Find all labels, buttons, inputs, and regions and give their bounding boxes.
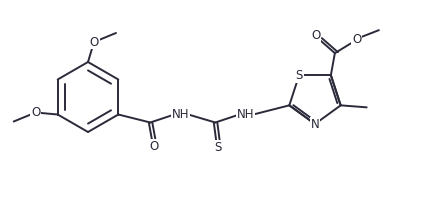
Text: NH: NH	[237, 108, 254, 121]
Text: O: O	[150, 140, 159, 153]
Text: O: O	[311, 29, 320, 42]
Text: N: N	[311, 118, 319, 131]
Text: O: O	[352, 33, 362, 46]
Text: O: O	[31, 106, 40, 119]
Text: S: S	[215, 141, 222, 154]
Text: O: O	[89, 35, 99, 49]
Text: S: S	[296, 69, 303, 82]
Text: NH: NH	[171, 108, 189, 121]
